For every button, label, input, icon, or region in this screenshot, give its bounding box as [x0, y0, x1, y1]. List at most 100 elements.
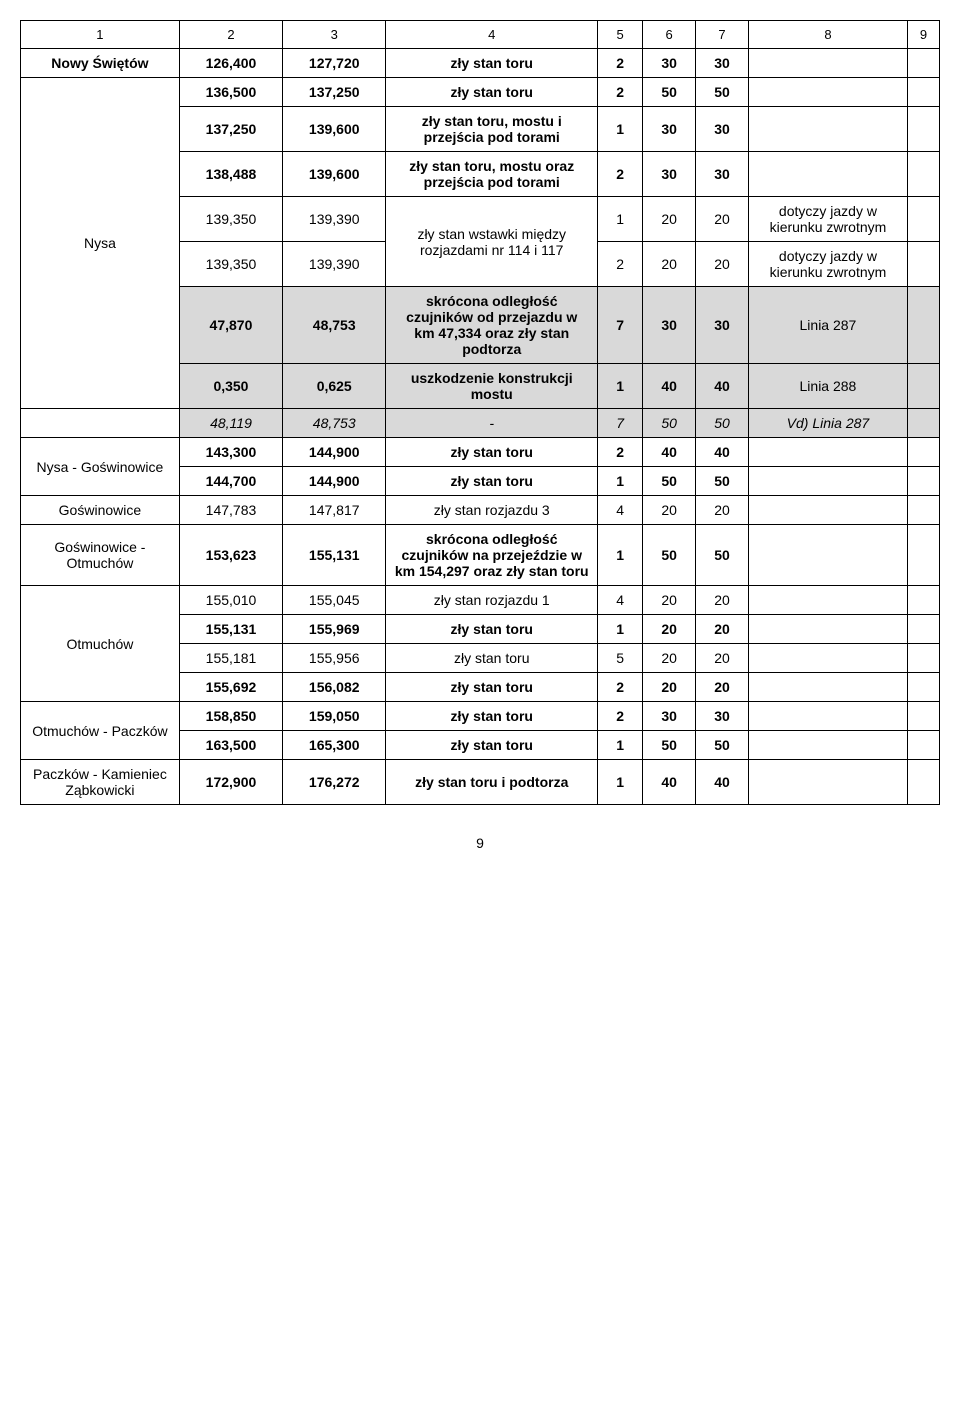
cell: 155,956 [283, 644, 386, 673]
cell: 50 [696, 78, 749, 107]
cell: 2 [598, 78, 643, 107]
cell: 50 [643, 467, 696, 496]
cell [907, 152, 939, 197]
cell [907, 467, 939, 496]
cell: 155,045 [283, 586, 386, 615]
table-row: 48,11948,753-75050Vd) Linia 287 [21, 409, 940, 438]
cell: 1 [598, 107, 643, 152]
cell: Linia 287 [749, 287, 908, 364]
cell: 139,350 [179, 197, 282, 242]
cell: 30 [643, 702, 696, 731]
cell: 163,500 [179, 731, 282, 760]
cell: 30 [643, 107, 696, 152]
cell: Nowy Świętów [21, 49, 180, 78]
cell: 30 [696, 107, 749, 152]
cell: 137,250 [179, 107, 282, 152]
cell [749, 525, 908, 586]
table-row: Goświnowice - Otmuchów153,623155,131skró… [21, 525, 940, 586]
cell: 40 [696, 364, 749, 409]
cell: 30 [643, 49, 696, 78]
cell: 2 [598, 673, 643, 702]
cell: 1 [598, 615, 643, 644]
cell: 50 [643, 525, 696, 586]
cell: 1 [598, 731, 643, 760]
cell: 4 [598, 496, 643, 525]
cell: 144,700 [179, 467, 282, 496]
cell: 30 [696, 287, 749, 364]
cell: 155,131 [179, 615, 282, 644]
cell [907, 702, 939, 731]
cell [749, 78, 908, 107]
cell [749, 673, 908, 702]
header-4: 4 [386, 21, 598, 49]
cell: Paczków - Kamieniec Ząbkowicki [21, 760, 180, 805]
cell: 20 [696, 586, 749, 615]
cell: 30 [696, 49, 749, 78]
cell: 1 [598, 364, 643, 409]
cell: 1 [598, 525, 643, 586]
cell: skrócona odległość czujników od przejazd… [386, 287, 598, 364]
cell: 48,753 [283, 287, 386, 364]
cell: Linia 288 [749, 364, 908, 409]
cell: 136,500 [179, 78, 282, 107]
cell: zły stan toru i podtorza [386, 760, 598, 805]
cell: 127,720 [283, 49, 386, 78]
cell [907, 731, 939, 760]
cell: 139,390 [283, 197, 386, 242]
table-row: Otmuchów155,010155,045zły stan rozjazdu … [21, 586, 940, 615]
cell: Nysa [21, 78, 180, 409]
cell: zły stan toru [386, 467, 598, 496]
cell: uszkodzenie konstrukcji mostu [386, 364, 598, 409]
cell: 50 [643, 731, 696, 760]
cell: 0,625 [283, 364, 386, 409]
cell [907, 287, 939, 364]
cell: zły stan toru [386, 438, 598, 467]
cell [749, 731, 908, 760]
cell: 20 [643, 615, 696, 644]
table-row: Nowy Świętów126,400127,720zły stan toru2… [21, 49, 940, 78]
cell [907, 438, 939, 467]
cell: 20 [643, 242, 696, 287]
cell [749, 49, 908, 78]
cell [907, 673, 939, 702]
cell [907, 496, 939, 525]
cell: zły stan wstawki między rozjazdami nr 11… [386, 197, 598, 287]
cell: 30 [643, 287, 696, 364]
cell: 1 [598, 467, 643, 496]
cell: 0,350 [179, 364, 282, 409]
cell [907, 409, 939, 438]
cell [749, 107, 908, 152]
cell: 20 [696, 644, 749, 673]
cell [907, 644, 939, 673]
main-table: 1 2 3 4 5 6 7 8 9 Nowy Świętów126,400127… [20, 20, 940, 805]
page-number: 9 [20, 835, 940, 851]
table-row: Paczków - Kamieniec Ząbkowicki172,900176… [21, 760, 940, 805]
cell: zły stan rozjazdu 1 [386, 586, 598, 615]
cell [907, 242, 939, 287]
cell: 155,969 [283, 615, 386, 644]
cell [907, 586, 939, 615]
cell: 147,817 [283, 496, 386, 525]
cell: 126,400 [179, 49, 282, 78]
cell: 5 [598, 644, 643, 673]
cell: Nysa - Goświnowice [21, 438, 180, 496]
cell: 20 [643, 673, 696, 702]
cell: 30 [643, 152, 696, 197]
cell: 7 [598, 409, 643, 438]
cell: 40 [696, 438, 749, 467]
cell: zły stan toru [386, 702, 598, 731]
cell: 30 [696, 152, 749, 197]
cell [907, 78, 939, 107]
cell [749, 438, 908, 467]
cell: zły stan toru [386, 644, 598, 673]
cell [21, 409, 180, 438]
header-3: 3 [283, 21, 386, 49]
cell: zły stan toru [386, 731, 598, 760]
cell: 159,050 [283, 702, 386, 731]
cell [907, 525, 939, 586]
cell: 155,010 [179, 586, 282, 615]
table-row: Nysa - Goświnowice143,300144,900zły stan… [21, 438, 940, 467]
cell: 50 [696, 731, 749, 760]
header-9: 9 [907, 21, 939, 49]
cell: dotyczy jazdy w kierunku zwrotnym [749, 242, 908, 287]
